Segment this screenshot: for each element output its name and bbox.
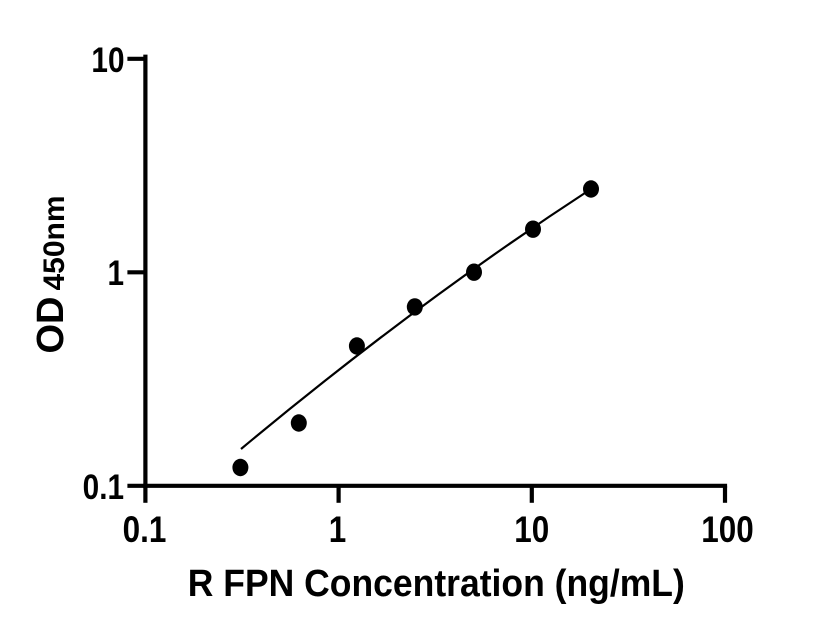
svg-text:R FPN Concentration (ng/mL): R FPN Concentration (ng/mL)	[188, 563, 685, 605]
svg-text:0.1: 0.1	[123, 510, 167, 551]
svg-text:1: 1	[329, 510, 346, 551]
svg-text:OD450nm: OD450nm	[30, 195, 72, 353]
svg-text:100: 100	[701, 510, 753, 551]
svg-text:10: 10	[91, 41, 124, 80]
svg-text:0.1: 0.1	[83, 468, 124, 507]
svg-text:10: 10	[514, 510, 549, 551]
svg-text:1: 1	[107, 254, 124, 293]
